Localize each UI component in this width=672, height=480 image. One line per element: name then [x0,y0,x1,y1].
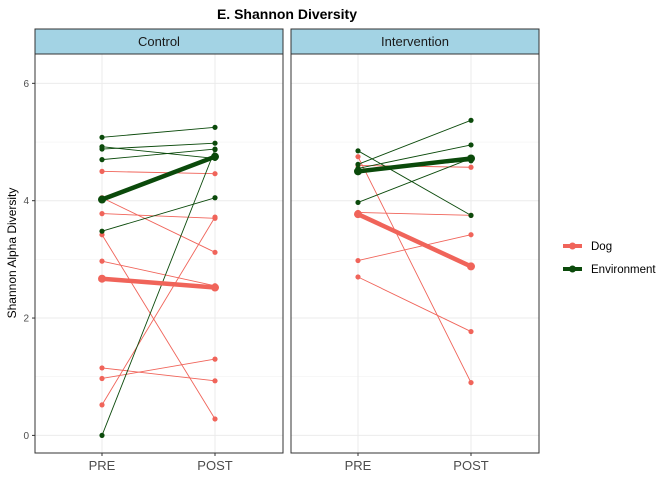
environment-subject-line [101,148,216,161]
dog-subject-line [101,197,216,253]
x-tick-label: PRE [89,458,116,473]
environment-subject-line [101,142,216,150]
environment-point [212,140,218,146]
x-tick-label: POST [197,458,232,473]
facets-group: Control PRE POST 0 2 4 6 Intervention PRE POST [23,28,540,473]
dog-subject-line [101,367,216,382]
environment-subject-line [357,119,472,165]
dog-subject-line [101,260,216,287]
x-tick-label: PRE [345,458,372,473]
legend-label: Environment [591,264,656,276]
environment-point [355,148,361,154]
environment-point [468,117,474,123]
environment-subject-line [101,149,216,436]
dog-point [99,168,105,174]
environment-mean-point [354,167,362,176]
dog-point [99,258,105,264]
dog-point [99,365,105,371]
legend-item-dog: Dog [563,241,612,253]
environment-point [355,161,361,167]
dog-mean-point [467,262,475,271]
environment-subject-line [357,150,472,216]
dog-subject-line [357,276,472,332]
facet-strip [34,28,284,55]
dog-point [468,328,474,335]
legend-item-environment: Environment [563,264,656,276]
legend-key-point [569,265,576,273]
dog-subject-line [357,234,472,261]
dog-point [99,375,105,382]
panel-border [34,53,284,454]
facet-control: Control PRE POST 0 2 4 6 [23,28,284,473]
facet-intervention: Intervention PRE POST [290,28,540,473]
dog-point [212,214,218,220]
facet-strip-label: Control [138,34,180,49]
chart-title: E. Shannon Diversity [217,6,357,22]
dog-subject-line [101,216,216,406]
legend-label: Dog [591,241,612,253]
dog-point [99,402,105,408]
environment-point [468,142,474,148]
dog-subject-line [101,170,216,175]
dog-point [468,379,474,386]
dog-point [212,378,218,384]
environment-point [355,199,361,206]
dog-point [355,274,361,280]
y-tick-label: 4 [23,196,29,207]
y-tick-label: 0 [23,431,29,442]
environment-point [99,157,105,163]
dog-point [355,257,361,264]
facet-strip [290,28,540,55]
y-axis-label: Shannon Alpha Diversity [5,188,19,319]
environment-subject-line [101,126,216,138]
panel-background [35,54,283,453]
environment-mean-point [98,195,106,204]
environment-subject-line [101,197,216,232]
dog-mean-point [98,274,106,283]
facet-strip-label: Intervention [381,34,449,49]
panel-background [291,54,539,453]
environment-subject-line [357,144,472,169]
y-tick-label: 2 [23,314,29,325]
dog-point [468,232,474,238]
dog-mean-line [357,212,472,269]
dog-mean-line [101,276,216,290]
dog-subject-line [357,211,472,216]
dog-subject-line [101,213,216,219]
dog-point [212,356,218,362]
environment-point [99,146,105,152]
dog-subject-line [101,358,216,379]
legend-key-point [569,242,576,250]
environment-point [99,432,105,438]
dog-point [212,249,218,255]
dog-mean-point [211,283,219,292]
environment-mean-line [357,156,472,174]
dog-point [212,171,218,177]
environment-mean-point [467,154,475,163]
environment-subject-line [101,146,216,159]
environment-point [212,124,218,130]
y-tick-label: 6 [23,79,29,90]
dog-point [355,154,361,160]
environment-point [212,147,218,153]
environment-subject-line [357,158,472,203]
panel-border [290,53,540,454]
dog-subject-line [357,156,472,383]
environment-mean-line [101,154,216,202]
dog-point [99,211,105,217]
legend: Dog Environment [563,241,656,276]
environment-point [99,134,105,140]
environment-point [99,228,105,234]
environment-point [468,212,474,218]
dog-point [212,416,218,422]
environment-mean-point [211,152,219,161]
x-tick-label: POST [453,458,488,473]
environment-point [212,195,218,201]
dog-point [468,164,474,170]
dog-mean-point [354,210,362,219]
